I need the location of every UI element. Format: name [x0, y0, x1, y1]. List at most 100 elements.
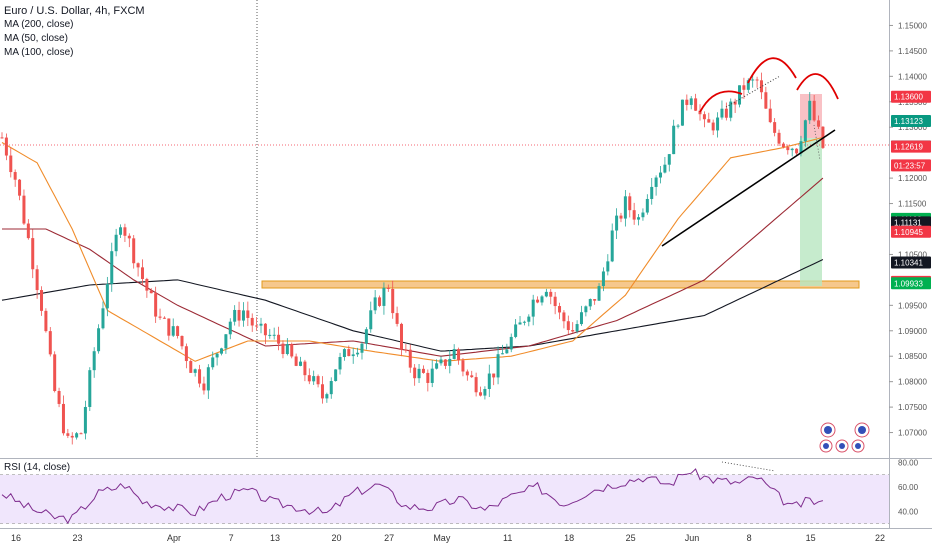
candle-body — [518, 322, 522, 325]
candle-body — [527, 316, 531, 322]
candle-body — [320, 384, 324, 399]
candle — [733, 98, 737, 113]
candle — [505, 343, 509, 354]
price-axis[interactable]: 1.07000 1.07500 1.08000 1.08500 1.09000 1.095… — [889, 21, 931, 438]
candle-body — [132, 238, 136, 264]
candle-body — [110, 251, 114, 284]
candle — [650, 177, 654, 205]
zones — [0, 0, 889, 458]
candle-body — [303, 361, 307, 376]
candle — [571, 322, 575, 333]
candle — [566, 315, 570, 334]
ma-200-line — [1, 259, 824, 352]
candle — [101, 301, 105, 330]
candle-body — [637, 217, 641, 220]
candle — [588, 298, 592, 311]
candle-body — [97, 328, 101, 352]
date-tick-label: 23 — [72, 533, 82, 543]
right-shoulder-arc — [796, 73, 839, 100]
candle-body — [641, 212, 645, 218]
candle — [637, 214, 641, 226]
candle — [645, 194, 649, 215]
candle-body — [448, 358, 452, 366]
candle — [40, 286, 44, 316]
candle-body — [742, 85, 746, 90]
candle — [193, 368, 197, 377]
candle — [259, 317, 263, 334]
candle-body — [246, 310, 250, 318]
candle-body — [751, 79, 755, 81]
candle-body — [277, 334, 281, 344]
price-tick-label: 1.07500 — [898, 403, 927, 412]
indicator-ma100-label[interactable]: MA (100, close) — [4, 47, 74, 58]
candle — [518, 315, 522, 325]
candle-body — [615, 215, 619, 231]
candle-body — [237, 309, 241, 321]
candle — [527, 314, 531, 327]
candle — [281, 340, 285, 359]
date-tick-label: 20 — [331, 533, 341, 543]
candle-body — [803, 120, 807, 142]
candle — [255, 317, 259, 331]
indicator-ma50-label[interactable]: MA (50, close) — [4, 33, 68, 44]
candle-body — [461, 360, 465, 372]
price-badge: 1.10341 — [891, 256, 931, 269]
candle — [667, 153, 671, 172]
candle — [487, 364, 491, 398]
candle-body — [606, 261, 610, 272]
price-badge: 1.09933 — [891, 277, 931, 290]
candle-body — [316, 376, 320, 385]
candle — [522, 320, 526, 326]
candle — [338, 352, 342, 375]
candle — [562, 310, 566, 329]
candle-body — [140, 267, 144, 279]
candle — [584, 305, 588, 317]
candle — [4, 133, 8, 161]
price-badge-bg — [891, 90, 931, 103]
candle — [75, 431, 79, 440]
candle — [18, 178, 22, 201]
candle-body — [79, 433, 83, 435]
indicator-ma200-label[interactable]: MA (200, close) — [4, 19, 74, 30]
candle-body — [198, 369, 202, 384]
candle-body — [294, 356, 298, 366]
candle-body — [628, 196, 632, 211]
candle — [764, 86, 768, 110]
date-tick-label: 18 — [564, 533, 574, 543]
candle — [294, 353, 298, 367]
candle — [154, 286, 158, 323]
candle-body — [53, 354, 57, 392]
candle — [558, 302, 562, 320]
candle-body — [399, 323, 403, 350]
candle-body — [386, 287, 390, 289]
candle — [53, 351, 57, 393]
candle-body — [167, 318, 171, 336]
candle-body — [66, 433, 70, 436]
candle — [202, 376, 206, 395]
candle — [479, 386, 483, 397]
candle-body — [781, 143, 785, 148]
candle — [233, 305, 237, 326]
candle — [263, 323, 267, 345]
symbol-title[interactable]: Euro / U.S. Dollar, 4h, FXCM — [4, 5, 145, 17]
candle-body — [13, 172, 17, 180]
divergence-line — [725, 75, 781, 108]
candle — [70, 432, 74, 445]
candle — [83, 400, 87, 440]
candle — [641, 208, 645, 221]
candle — [795, 148, 799, 155]
rsi-label[interactable]: RSI (14, close) — [4, 462, 71, 473]
candle — [408, 344, 412, 373]
time-axis[interactable]: 16 23 Apr 7 13 20 27 May 11 18 25 Jun 8 15 22 — [11, 533, 885, 543]
candle-body — [601, 271, 605, 287]
candle — [685, 94, 689, 111]
candle — [711, 119, 715, 136]
candle-body — [211, 357, 215, 368]
candle-body — [496, 354, 500, 378]
candle — [66, 428, 70, 439]
candle-body — [259, 323, 263, 326]
date-tick-label: Apr — [167, 533, 181, 543]
left-shoulder-arc — [699, 90, 743, 113]
